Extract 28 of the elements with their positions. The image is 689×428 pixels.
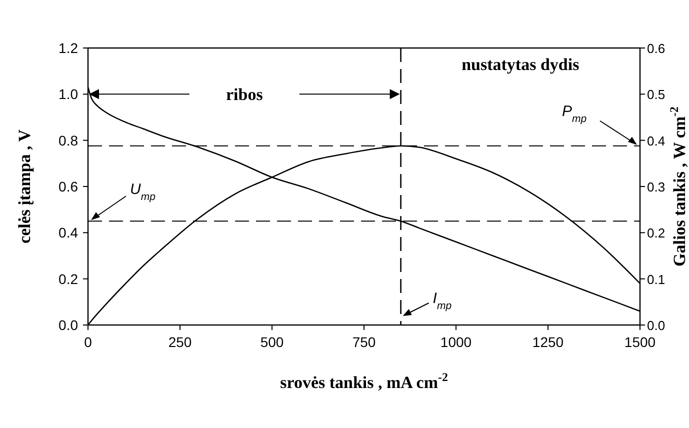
x-tick-label: 500: [260, 334, 284, 350]
y-axis-title: celės įtampa , V: [15, 128, 34, 244]
x-tick-label: 1500: [624, 334, 656, 350]
x-tick-label: 1250: [532, 334, 564, 350]
y-tick-label: 1.0: [58, 86, 78, 102]
x-tick-label: 250: [168, 334, 192, 350]
y2-tick-label: 0.2: [647, 226, 666, 241]
x-tick-label: 750: [352, 334, 376, 350]
x-axis-title: srovės tankis , mA cm$^{-2}$: [280, 370, 448, 392]
x-tick-label: 1000: [440, 334, 472, 350]
y-tick-label: 0.8: [58, 132, 78, 148]
y-tick-label: 1.2: [58, 40, 78, 56]
annotation: nustatytas dydis: [462, 55, 580, 74]
y-tick-label: 0.4: [58, 224, 78, 241]
y2-tick-label: 0.5: [647, 87, 666, 102]
y2-tick-label: 0.1: [647, 272, 666, 287]
y-tick-label: 0.6: [58, 178, 78, 194]
ref-line-label: U$_{mp}$: [130, 181, 156, 204]
y2-tick-label: 0.6: [647, 41, 666, 56]
annotation: ribos: [226, 85, 264, 104]
x-tick-label: 0: [84, 334, 92, 350]
y-tick-label: 0.2: [58, 270, 78, 287]
y2-tick-label: 0.0: [647, 318, 666, 333]
y2-tick-label: 0.3: [647, 180, 666, 194]
ref-line-label: P$_{mp}$: [562, 102, 587, 125]
ref-line-label: I$_{mp}$: [432, 290, 452, 312]
y-tick-label: 0.0: [58, 317, 78, 333]
y2-tick-label: 0.4: [647, 133, 666, 148]
